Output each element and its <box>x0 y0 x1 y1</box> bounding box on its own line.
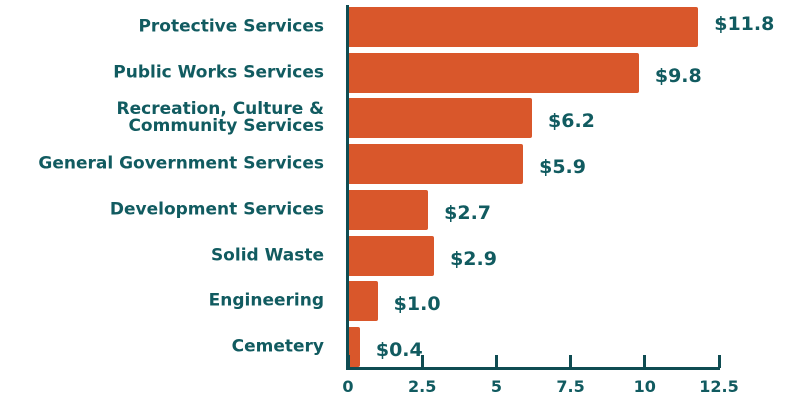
x-tick-label: 7.5 <box>556 377 585 396</box>
category-label: Solid Waste <box>210 245 324 265</box>
bar <box>348 52 639 93</box>
tick-mark <box>494 355 498 368</box>
x-tick-label: 2.5 <box>408 377 437 396</box>
category-label: General Government Services <box>38 153 324 174</box>
bar <box>348 144 524 185</box>
bar <box>348 326 360 367</box>
value-label: $5.9 <box>539 156 586 179</box>
category-label: Engineering <box>208 290 324 311</box>
bar <box>348 281 378 322</box>
value-label: $0.4 <box>375 338 423 361</box>
x-tick-label: 12.5 <box>699 377 739 396</box>
category-label: Development Services <box>109 199 324 220</box>
tick-mark <box>643 355 647 368</box>
value-label: $11.8 <box>714 13 775 35</box>
tick-mark <box>346 355 350 368</box>
category-label: Public Works Services <box>113 62 324 83</box>
y-axis-line <box>346 5 349 368</box>
tick-mark <box>717 355 721 368</box>
value-label: $2.7 <box>444 201 492 224</box>
tick-mark <box>569 355 573 368</box>
category-label: Recreation, Culture & Community Services <box>116 99 325 137</box>
bar <box>348 98 533 139</box>
value-label: $6.2 <box>548 110 595 133</box>
value-label: $9.8 <box>654 64 702 87</box>
category-label: Cemetery <box>231 336 324 357</box>
x-tick-label: 10 <box>633 377 656 396</box>
bar <box>348 189 429 230</box>
tick-mark <box>420 355 424 368</box>
bar <box>348 235 435 276</box>
x-axis-line <box>346 367 720 370</box>
x-tick-label: 5 <box>490 377 502 396</box>
category-label: Protective Services <box>138 16 324 37</box>
x-tick-label: 0 <box>342 377 354 396</box>
value-label: $2.9 <box>450 247 497 270</box>
value-label: $1.0 <box>393 293 441 316</box>
bar <box>348 7 699 47</box>
